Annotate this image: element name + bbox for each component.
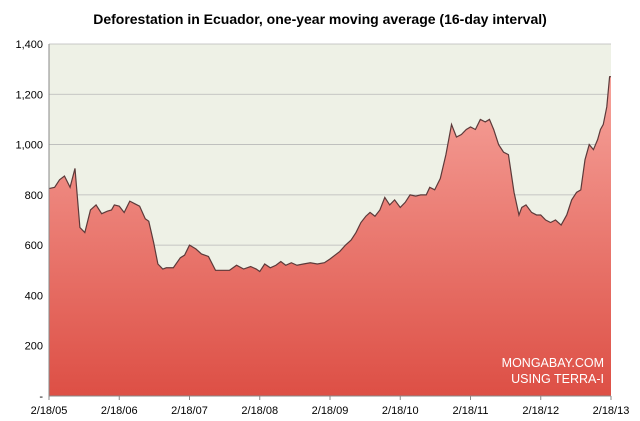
x-tick-label: 2/18/10 bbox=[382, 405, 419, 417]
y-tick-label: 200 bbox=[25, 341, 43, 353]
x-tick-label: 2/18/09 bbox=[312, 405, 349, 417]
y-tick-label: 400 bbox=[25, 290, 43, 302]
chart-title: Deforestation in Ecuador, one-year movin… bbox=[93, 11, 547, 27]
x-tick-label: 2/18/13 bbox=[593, 405, 630, 417]
y-tick-label: 1,400 bbox=[15, 39, 43, 51]
x-tick-label: 2/18/05 bbox=[31, 405, 68, 417]
series-area bbox=[49, 76, 611, 396]
y-tick-label: 600 bbox=[25, 240, 43, 252]
x-tick-label: 2/18/12 bbox=[522, 405, 559, 417]
y-tick-label: - bbox=[39, 391, 43, 403]
y-axis-ticks: - 200 400 600 800 1,000 1,200 1,400 bbox=[15, 39, 43, 403]
watermark-line-2: USING TERRA-I bbox=[511, 372, 604, 386]
watermark-line-1: MONGABAY.COM bbox=[502, 356, 604, 370]
x-tick-label: 2/18/08 bbox=[241, 405, 278, 417]
x-tick-label: 2/18/07 bbox=[171, 405, 208, 417]
y-tick-label: 1,000 bbox=[15, 140, 43, 152]
y-tick-label: 800 bbox=[25, 190, 43, 202]
x-tick-label: 2/18/11 bbox=[453, 405, 489, 417]
x-tick-label: 2/18/06 bbox=[101, 405, 138, 417]
series-line bbox=[48, 76, 611, 273]
y-tick-label: 1,200 bbox=[15, 89, 43, 101]
x-axis-ticks: 2/18/05 2/18/06 2/18/07 2/18/08 2/18/09 2/18/… bbox=[31, 396, 630, 417]
